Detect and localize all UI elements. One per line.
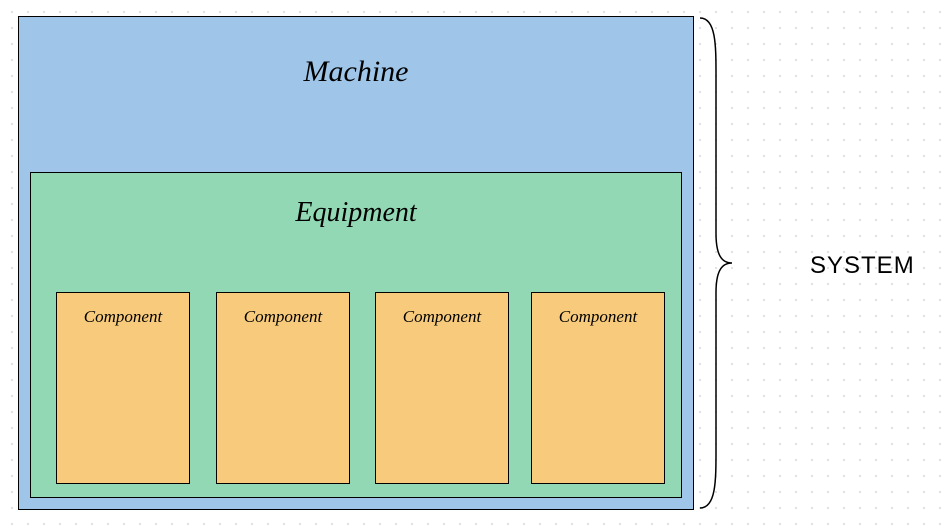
component-box: Component — [56, 292, 190, 484]
component-box: Component — [375, 292, 509, 484]
component-label: Component — [217, 307, 349, 327]
component-label: Component — [532, 307, 664, 327]
component-label: Component — [57, 307, 189, 327]
diagram-canvas: Machine Equipment ComponentComponentComp… — [0, 0, 943, 529]
component-box: Component — [531, 292, 665, 484]
component-box: Component — [216, 292, 350, 484]
system-brace — [698, 16, 734, 510]
system-label: SYSTEM — [810, 252, 915, 280]
component-label: Component — [376, 307, 508, 327]
